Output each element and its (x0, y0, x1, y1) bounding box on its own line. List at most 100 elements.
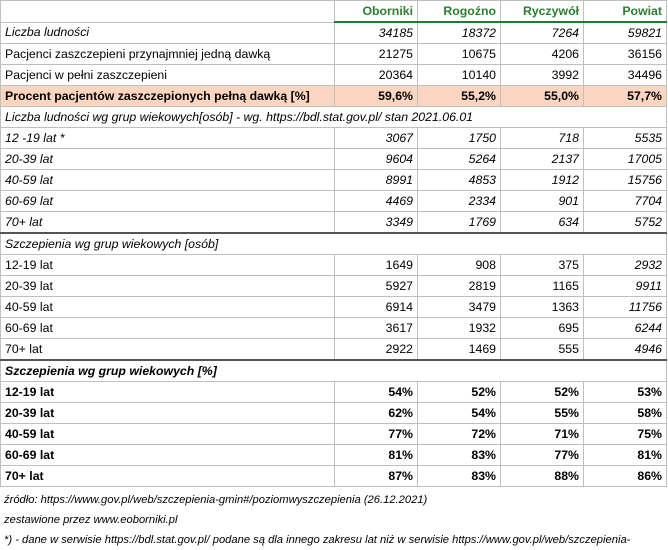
cell-ryczywol: 375 (500, 254, 584, 276)
cell-rogozno: 1750 (417, 127, 501, 149)
cell-ryczywol: 1363 (500, 296, 584, 318)
cell-powiat: 9911 (583, 275, 667, 297)
cell-powiat: 7704 (583, 190, 667, 212)
summary-row-one-dose: Pacjenci zaszczepieni przynajmniej jedną… (0, 43, 667, 65)
row-label: 60-69 lat (0, 444, 335, 466)
cell-powiat: 57,7% (583, 85, 667, 107)
row-label: Procent pacjentów zaszczepionych pełną d… (0, 85, 335, 107)
cell-ryczywol: 1165 (500, 275, 584, 297)
row-label: 20-39 lat (0, 275, 335, 297)
header-rogozno: Rogoźno (417, 0, 501, 23)
cell-oborniki: 34185 (334, 21, 418, 44)
cell-oborniki: 77% (334, 423, 418, 445)
cell-rogozno: 2819 (417, 275, 501, 297)
cell-ryczywol: 1912 (500, 169, 584, 191)
source-note: źródło: https://www.gov.pl/web/szczepien… (4, 494, 428, 506)
population-row: 12 -19 lat * 3067 1750 718 5535 (0, 127, 667, 149)
vaccinations-row: 70+ lat 2922 1469 555 4946 (0, 338, 667, 361)
population-row: 70+ lat 3349 1769 634 5752 (0, 211, 667, 234)
row-label: 12 -19 lat * (0, 127, 335, 149)
percent-row: 60-69 lat 81% 83% 77% 81% (0, 444, 667, 466)
vaccinations-row: 20-39 lat 5927 2819 1165 9911 (0, 275, 667, 297)
vaccinations-section-title: Szczepienia wg grup wiekowych [osób] (0, 232, 667, 255)
footnote: *) - dane w serwisie https://bdl.stat.go… (4, 534, 631, 546)
row-label: 40-59 lat (0, 423, 335, 445)
cell-powiat: 5535 (583, 127, 667, 149)
cell-oborniki: 2922 (334, 338, 418, 361)
vaccination-table: Oborniki Rogoźno Ryczywół Powiat Liczba … (0, 0, 667, 487)
cell-powiat: 6244 (583, 317, 667, 339)
cell-rogozno: 83% (417, 465, 501, 487)
header-cell-blank (0, 0, 335, 23)
cell-powiat: 75% (583, 423, 667, 445)
row-label: 40-59 lat (0, 169, 335, 191)
cell-rogozno: 72% (417, 423, 501, 445)
section-title: Szczepienia wg grup wiekowych [osób] (0, 232, 667, 255)
compiled-by-note: zestawione przez www.eoborniki.pl (4, 514, 178, 526)
cell-powiat: 34496 (583, 64, 667, 86)
cell-oborniki: 87% (334, 465, 418, 487)
row-label: 60-69 lat (0, 190, 335, 212)
cell-rogozno: 2334 (417, 190, 501, 212)
cell-oborniki: 59,6% (334, 85, 418, 107)
summary-row-population: Liczba ludności 34185 18372 7264 59821 (0, 21, 667, 44)
row-label: 70+ lat (0, 338, 335, 361)
cell-powiat: 81% (583, 444, 667, 466)
cell-oborniki: 54% (334, 381, 418, 403)
cell-oborniki: 4469 (334, 190, 418, 212)
cell-oborniki: 81% (334, 444, 418, 466)
row-label: 12-19 lat (0, 254, 335, 276)
cell-ryczywol: 695 (500, 317, 584, 339)
percent-row: 40-59 lat 77% 72% 71% 75% (0, 423, 667, 445)
cell-rogozno: 5264 (417, 148, 501, 170)
cell-oborniki: 8991 (334, 169, 418, 191)
row-label: Liczba ludności (0, 21, 335, 44)
cell-rogozno: 10140 (417, 64, 501, 86)
percent-row: 70+ lat 87% 83% 88% 86% (0, 465, 667, 487)
cell-powiat: 15756 (583, 169, 667, 191)
row-label: Pacjenci w pełni zaszczepieni (0, 64, 335, 86)
cell-ryczywol: 901 (500, 190, 584, 212)
row-label: Pacjenci zaszczepieni przynajmniej jedną… (0, 43, 335, 65)
row-label: 70+ lat (0, 465, 335, 487)
row-label: 70+ lat (0, 211, 335, 234)
section-title: Liczba ludności wg grup wiekowych[osób] … (0, 106, 667, 128)
cell-oborniki: 5927 (334, 275, 418, 297)
cell-rogozno: 1932 (417, 317, 501, 339)
cell-rogozno: 83% (417, 444, 501, 466)
cell-powiat: 58% (583, 402, 667, 424)
cell-rogozno: 52% (417, 381, 501, 403)
row-label: 12-19 lat (0, 381, 335, 403)
section-title: Szczepienia wg grup wiekowych [%] (0, 359, 667, 382)
cell-powiat: 86% (583, 465, 667, 487)
cell-ryczywol: 55% (500, 402, 584, 424)
cell-ryczywol: 71% (500, 423, 584, 445)
cell-ryczywol: 3992 (500, 64, 584, 86)
cell-ryczywol: 4206 (500, 43, 584, 65)
cell-ryczywol: 634 (500, 211, 584, 234)
cell-rogozno: 3479 (417, 296, 501, 318)
cell-ryczywol: 77% (500, 444, 584, 466)
cell-oborniki: 9604 (334, 148, 418, 170)
cell-rogozno: 18372 (417, 21, 501, 44)
cell-oborniki: 20364 (334, 64, 418, 86)
cell-rogozno: 4853 (417, 169, 501, 191)
cell-oborniki: 6914 (334, 296, 418, 318)
summary-row-fully: Pacjenci w pełni zaszczepieni 20364 1014… (0, 64, 667, 86)
summary-row-percent: Procent pacjentów zaszczepionych pełną d… (0, 85, 667, 107)
cell-ryczywol: 2137 (500, 148, 584, 170)
cell-rogozno: 10675 (417, 43, 501, 65)
header-oborniki: Oborniki (334, 0, 418, 23)
cell-powiat: 59821 (583, 21, 667, 44)
row-label: 20-39 lat (0, 402, 335, 424)
population-row: 40-59 lat 8991 4853 1912 15756 (0, 169, 667, 191)
percent-row: 20-39 lat 62% 54% 55% 58% (0, 402, 667, 424)
cell-ryczywol: 7264 (500, 21, 584, 44)
header-powiat: Powiat (583, 0, 667, 23)
header-row: Oborniki Rogoźno Ryczywół Powiat (0, 0, 667, 23)
percent-row: 12-19 lat 54% 52% 52% 53% (0, 381, 667, 403)
cell-powiat: 17005 (583, 148, 667, 170)
cell-ryczywol: 52% (500, 381, 584, 403)
cell-ryczywol: 718 (500, 127, 584, 149)
population-section-title: Liczba ludności wg grup wiekowych[osób] … (0, 106, 667, 128)
